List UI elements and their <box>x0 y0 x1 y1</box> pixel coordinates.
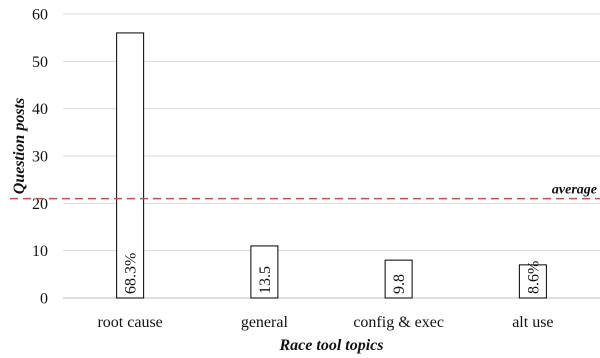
gridlines <box>63 13 600 252</box>
y-tick-label: 20 <box>32 196 48 213</box>
y-tick-label: 30 <box>32 149 48 166</box>
y-tick-label: 60 <box>32 7 48 24</box>
bar-data-label: 9.8 <box>391 274 408 294</box>
y-tick-label: 50 <box>32 54 48 71</box>
bar-data-label: 68.3% <box>123 253 140 294</box>
x-axis-title: Race tool topics <box>279 337 384 354</box>
bar-data-label: 13.5 <box>257 266 274 294</box>
x-tick-label: alt use <box>512 314 553 331</box>
bar <box>384 259 413 299</box>
bar <box>250 245 279 299</box>
x-tick-labels: root cause general config & exec alt use <box>97 314 553 331</box>
x-tick-label: general <box>241 314 289 331</box>
x-tick-label: config & exec <box>353 314 444 331</box>
bars: 68.3% 13.5 9.8 8.6% <box>116 32 547 299</box>
average-reference: average <box>10 183 600 200</box>
bar-data-label: 8.6% <box>525 261 542 294</box>
x-tick-label: root cause <box>97 314 162 331</box>
y-tick-label: 0 <box>40 291 48 308</box>
y-tick-label: 40 <box>32 101 48 118</box>
bar <box>116 32 145 299</box>
y-tick-label: 10 <box>32 243 48 260</box>
bar <box>518 264 547 299</box>
y-tick-labels: 0 10 20 30 40 50 60 <box>32 7 48 308</box>
y-axis-title: Question posts <box>11 98 28 194</box>
average-label: average <box>552 183 597 198</box>
